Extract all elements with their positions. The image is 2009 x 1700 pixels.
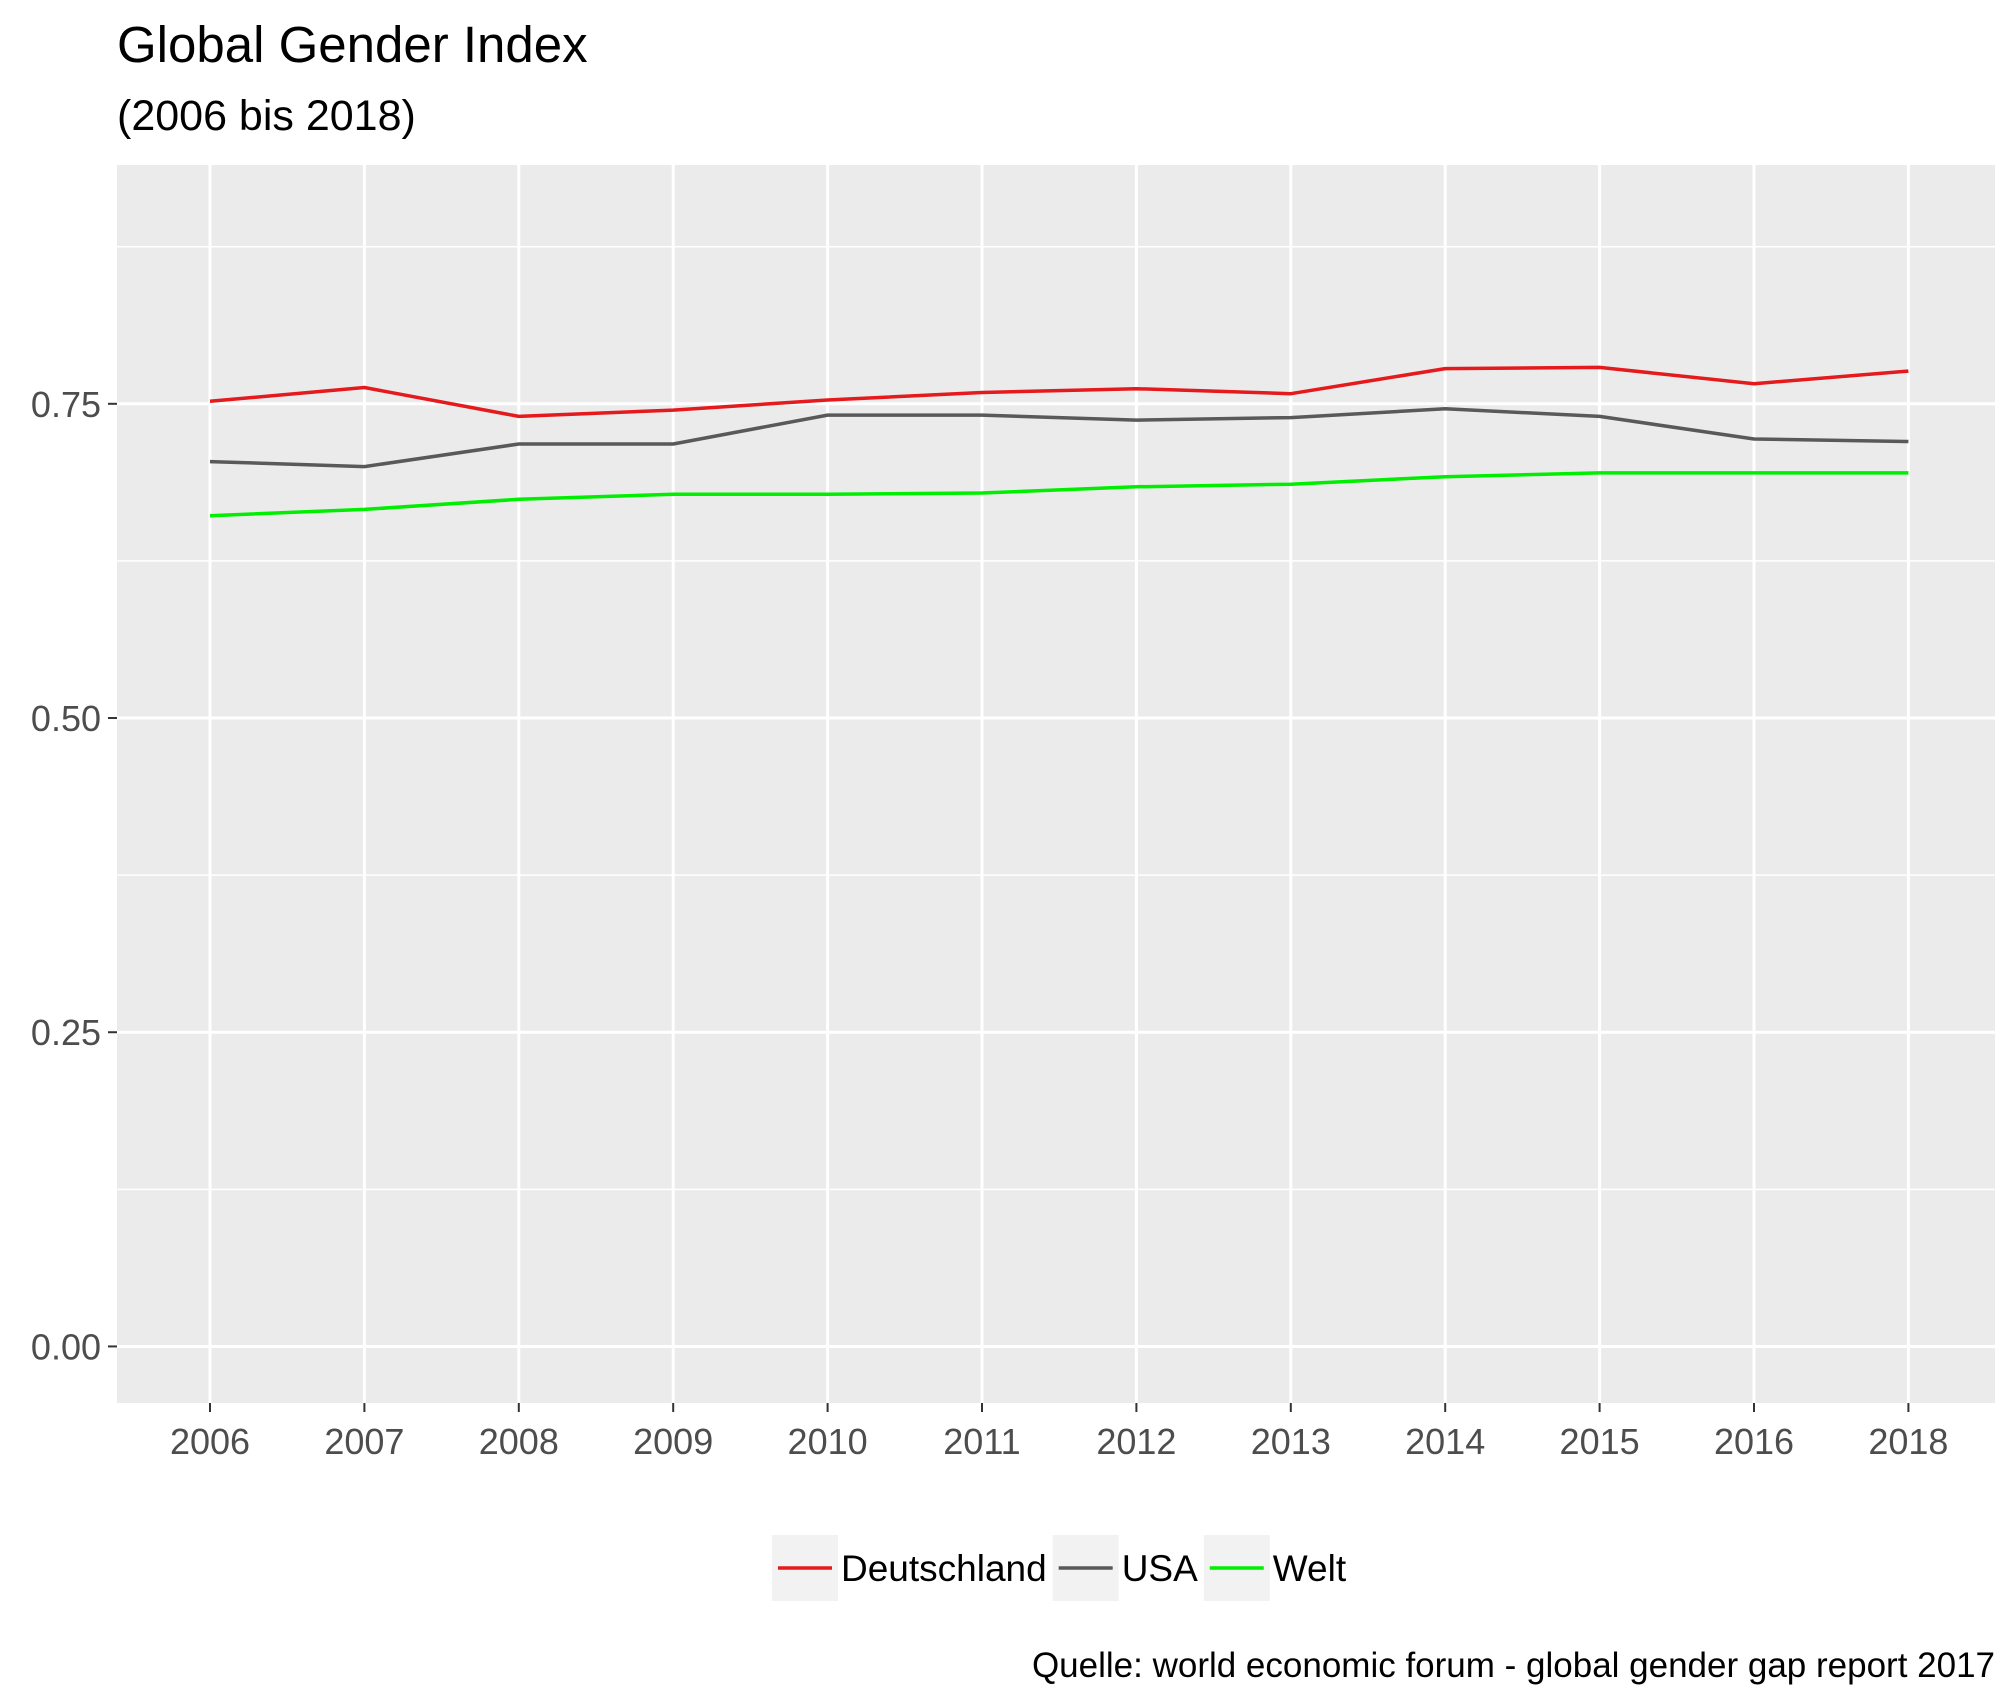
x-tick-label: 2013 <box>1251 1421 1331 1462</box>
x-tick-label: 2014 <box>1405 1421 1485 1462</box>
x-axis: 2006 2007 2008 2009 2010 2011 2012 2013 2014 2015… <box>170 1403 1948 1462</box>
series-line-welt <box>209 471 1909 518</box>
y-tick-label: 0.00 <box>31 1326 101 1367</box>
series-line-usa <box>209 407 1909 469</box>
legend: Deutschland USA Welt <box>772 1535 1347 1601</box>
y-tick-label: 0.50 <box>31 698 101 739</box>
chart-caption: Quelle: world economic forum - global ge… <box>1032 1646 1995 1685</box>
legend-item-welt: Welt <box>1203 1535 1347 1601</box>
x-tick-label: 2006 <box>170 1421 250 1462</box>
x-tick-label: 2007 <box>324 1421 404 1462</box>
x-tick-label: 2009 <box>633 1421 713 1462</box>
chart-title: Global Gender Index <box>117 16 588 73</box>
x-tick-label: 2011 <box>943 1421 1020 1462</box>
plot-panel <box>117 165 1995 1403</box>
y-axis: 0.00 0.25 0.50 0.75 <box>31 384 117 1367</box>
legend-item-usa: USA <box>1052 1535 1198 1601</box>
legend-item-deutschland: Deutschland <box>772 1535 1047 1601</box>
x-tick-label: 2015 <box>1560 1421 1640 1462</box>
series-line-deutschland <box>209 365 1909 419</box>
x-tick-label: 2010 <box>788 1421 868 1462</box>
series-lines <box>209 365 1909 518</box>
legend-label: Deutschland <box>841 1548 1047 1589</box>
x-tick-label: 2008 <box>479 1421 559 1462</box>
minor-gridlines <box>117 245 1995 1191</box>
legend-label: Welt <box>1273 1548 1347 1589</box>
major-gridlines <box>117 165 1995 1403</box>
x-tick-label: 2018 <box>1868 1421 1948 1462</box>
y-tick-label: 0.25 <box>31 1012 101 1053</box>
x-tick-label: 2016 <box>1714 1421 1794 1462</box>
chart-subtitle: (2006 bis 2018) <box>117 92 416 140</box>
y-tick-label: 0.75 <box>31 384 101 425</box>
x-tick-label: 2012 <box>1096 1421 1176 1462</box>
legend-label: USA <box>1122 1548 1198 1589</box>
